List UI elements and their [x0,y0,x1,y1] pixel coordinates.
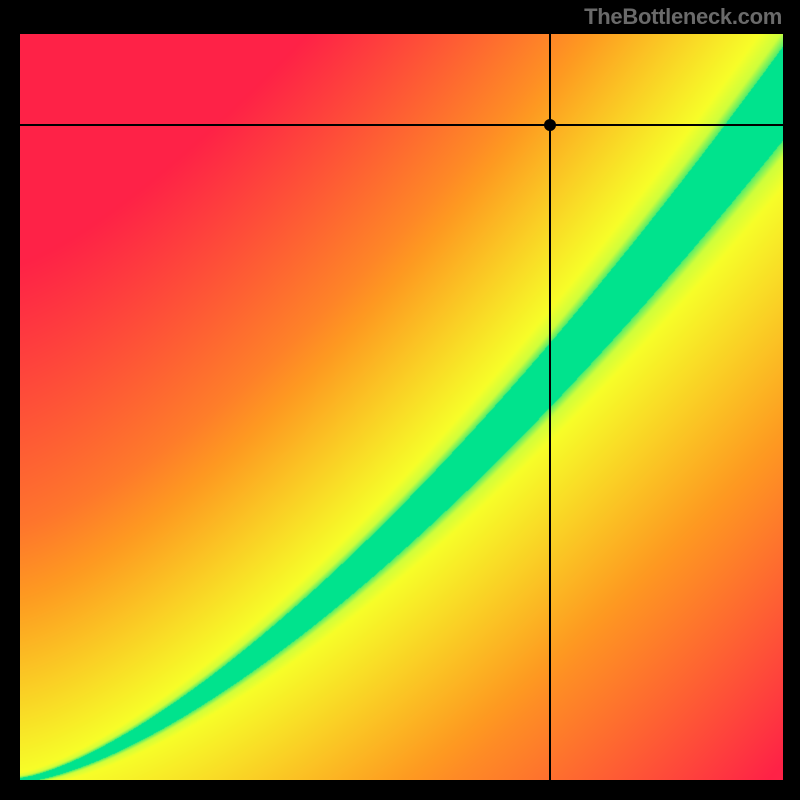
plot-frame [20,34,783,780]
crosshair-vertical-line [549,34,551,780]
bottleneck-heatmap [20,34,783,780]
crosshair-horizontal-line [20,124,783,126]
figure-container: TheBottleneck.com [0,0,800,800]
marker-dot [544,119,556,131]
watermark-text: TheBottleneck.com [584,4,782,30]
